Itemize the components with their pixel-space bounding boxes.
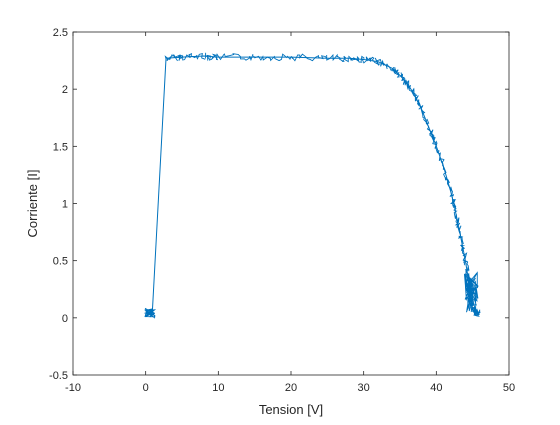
x-tick-label: 50 (503, 382, 515, 394)
series-noise (216, 53, 254, 62)
plot-area (72, 31, 510, 376)
series-noise (435, 142, 445, 170)
series-layer (143, 52, 481, 319)
series-noise (253, 53, 292, 62)
series-noise (348, 55, 365, 63)
series-noise (205, 52, 219, 62)
x-tick-label: 40 (430, 382, 442, 394)
x-axis-label: Tension [V] (259, 402, 323, 417)
x-tick-label: -10 (65, 382, 81, 394)
y-tick-label: -0.5 (49, 370, 68, 382)
series-noise (460, 243, 468, 263)
x-tick-label: 20 (285, 382, 297, 394)
series-noise (413, 92, 424, 110)
series-noise (164, 53, 183, 62)
series-noise (405, 79, 417, 98)
series-noise (326, 53, 349, 63)
x-tick-label: 0 (143, 382, 149, 394)
x-tick-label: 10 (212, 382, 224, 394)
series-noise (428, 128, 438, 149)
y-tick-label: 0 (62, 313, 68, 325)
series-cluster-end (463, 271, 479, 313)
series-noise (441, 164, 453, 192)
series-noise (290, 53, 328, 62)
tick-layer: -10 0 10 20 30 40 50 -0.5 0 0.5 1 1.5 2 2.5 (49, 27, 515, 394)
series-noise (180, 52, 206, 61)
series-noise (420, 107, 431, 132)
series-noise (376, 58, 393, 72)
series-noise (449, 189, 457, 208)
y-tick-label: 1 (62, 199, 68, 211)
y-tick-label: 2 (62, 84, 68, 96)
series-noise (474, 308, 481, 317)
series-noise (361, 56, 380, 67)
series-noise (391, 67, 400, 78)
series-cluster-origin (143, 307, 157, 319)
y-tick-label: 1.5 (53, 141, 68, 153)
x-tick-label: 30 (358, 382, 370, 394)
series-noise (456, 222, 464, 245)
series-noise (399, 72, 409, 86)
y-tick-label: 2.5 (53, 27, 68, 39)
y-axis-label: Corriente [I] (25, 170, 40, 238)
y-tick-label: 0.5 (53, 256, 68, 268)
